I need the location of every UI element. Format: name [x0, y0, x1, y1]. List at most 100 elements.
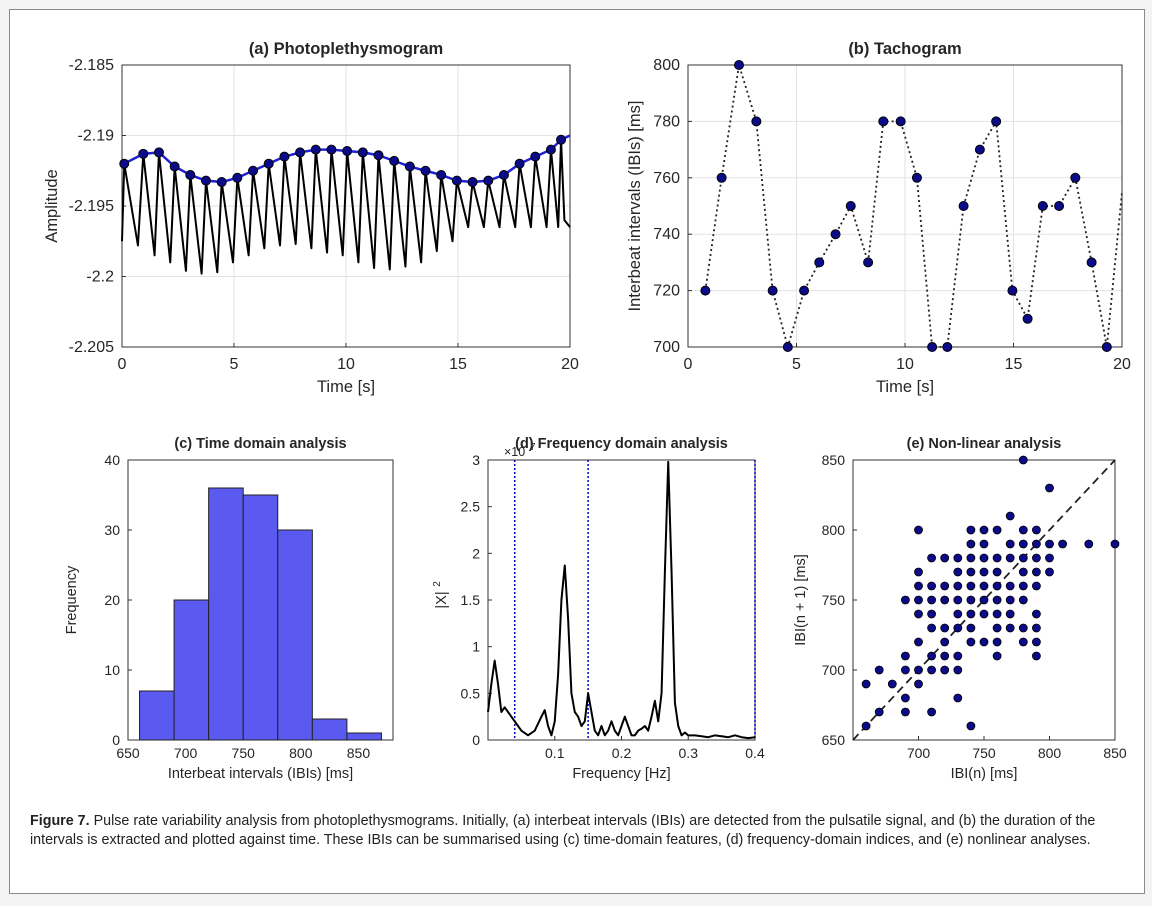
scatter-point: [992, 553, 1002, 563]
x-tick-label: 15: [1005, 356, 1023, 373]
scatter-point: [979, 581, 989, 591]
scatter-point: [966, 721, 976, 731]
exponent-power: 7: [530, 442, 536, 453]
scatter-point: [1032, 637, 1041, 647]
scatter-point: [992, 595, 1002, 605]
x-axis-label: Time [s]: [876, 378, 934, 396]
y-tick-label: 760: [653, 170, 680, 187]
panel-c: 650 700 750 800 850 0 10 20 30 40 (c) Time domain …: [64, 436, 394, 782]
peak-marker: [451, 175, 462, 186]
chart-title: (b) Tachogram: [848, 40, 961, 58]
scatter-point: [901, 595, 910, 605]
scatter-point: [901, 707, 910, 717]
y-tick-label: -2.185: [69, 57, 114, 74]
scatter-point: [966, 623, 976, 633]
scatter-point: [1032, 525, 1041, 535]
y-tick-label: 1: [472, 639, 480, 655]
scatter-point: [1018, 567, 1028, 577]
scatter-point: [914, 525, 923, 535]
y-axis-label-superscript: 2: [432, 581, 443, 587]
y-tick-label: 740: [653, 226, 680, 243]
peak-marker: [545, 144, 556, 155]
scatter-point: [861, 721, 871, 731]
peak-marker: [119, 158, 130, 169]
peak-marker: [185, 169, 196, 180]
figure-panel: 0 5 10 15 20 -2.205 -2.2 -2.195 -2.19 -2.185 (a) P…: [9, 9, 1145, 894]
y-tick-label: 780: [653, 113, 680, 130]
y-tick-label: -2.205: [69, 339, 114, 356]
ibi-marker: [1022, 313, 1033, 324]
scatter-point: [1045, 539, 1054, 549]
y-tick-label: 650: [822, 732, 846, 748]
scatter-point: [966, 609, 976, 619]
histogram-bar: [277, 529, 313, 741]
ibi-marker: [1070, 172, 1081, 183]
ibi-marker: [782, 342, 793, 352]
chart-title: (d) Frequency domain analysis: [515, 436, 728, 452]
x-tick-label: 0.4: [745, 745, 765, 761]
x-tick-label: 0.2: [612, 745, 632, 761]
scatter-point: [861, 679, 871, 689]
x-tick-label: 800: [1038, 745, 1062, 761]
scatter-point: [901, 651, 910, 661]
y-tick-label: 720: [653, 283, 680, 300]
x-tick-label: 650: [116, 745, 140, 761]
scatter-point: [914, 595, 923, 605]
peak-marker: [201, 175, 211, 186]
x-tick-label: 750: [232, 745, 256, 761]
chart-title: (a) Photoplethysmogram: [249, 40, 443, 58]
x-axis-label: IBI(n) [ms]: [951, 766, 1018, 782]
ibi-marker: [716, 172, 727, 183]
peak-marker: [404, 161, 415, 172]
scatter-point: [927, 595, 936, 605]
scatter-point: [914, 581, 923, 591]
peak-marker: [138, 148, 149, 159]
axes-box: [487, 459, 756, 741]
ibi-marker: [974, 144, 985, 155]
scatter-point: [953, 693, 963, 703]
y-axis-label: Interbeat intervals (IBIs) [ms]: [626, 101, 644, 312]
scatter-point: [874, 707, 884, 717]
peak-marker: [326, 144, 337, 155]
peak-marker: [342, 146, 353, 157]
peak-marker: [310, 144, 321, 155]
scatter-point: [992, 651, 1002, 661]
ibi-marker: [845, 201, 856, 211]
peak-marker: [373, 150, 384, 161]
peak-marker: [232, 172, 243, 183]
peak-marker: [420, 165, 431, 176]
scatter-point: [1032, 651, 1041, 661]
x-tick-label: 5: [792, 356, 801, 373]
peak-marker: [248, 165, 259, 176]
panel-d: 0.1 0.2 0.3 0.4 0 0.5 1 1.5 2 2.5 3 (d) Frequency d…: [432, 436, 765, 782]
histogram-bar: [311, 718, 348, 741]
scatter-point: [953, 581, 963, 591]
scatter-point: [953, 595, 963, 605]
scatter-point: [966, 581, 976, 591]
scatter-point: [940, 581, 950, 591]
scatter-point: [992, 525, 1002, 535]
ibi-marker: [767, 285, 778, 296]
scatter-point: [940, 623, 950, 633]
y-tick-label: 700: [653, 339, 680, 356]
ibi-marker: [1086, 257, 1097, 268]
y-tick-label: -2.19: [78, 128, 115, 145]
x-tick-label: 10: [896, 356, 914, 373]
x-tick-label: 700: [174, 745, 198, 761]
x-tick-label: 0.1: [545, 745, 565, 761]
scatter-point: [966, 553, 976, 563]
peak-marker: [169, 161, 180, 172]
x-tick-label: 15: [449, 356, 467, 373]
scatter-point: [953, 651, 963, 661]
scatter-point: [992, 637, 1002, 647]
scatter-point: [979, 525, 989, 535]
figure-plots: 0 5 10 15 20-2.205-2.2-2.195-2.19-2.185(a) P…: [43, 40, 1131, 782]
identity-line: [852, 459, 1116, 741]
chart-title: (e) Non-linear analysis: [907, 436, 1062, 452]
y-tick-label: 800: [822, 522, 846, 538]
scatter-point: [1018, 581, 1028, 591]
scatter-point: [1032, 567, 1041, 577]
scatter-point: [1005, 581, 1015, 591]
scatter-point: [1005, 511, 1015, 521]
histogram-bar: [139, 690, 175, 741]
